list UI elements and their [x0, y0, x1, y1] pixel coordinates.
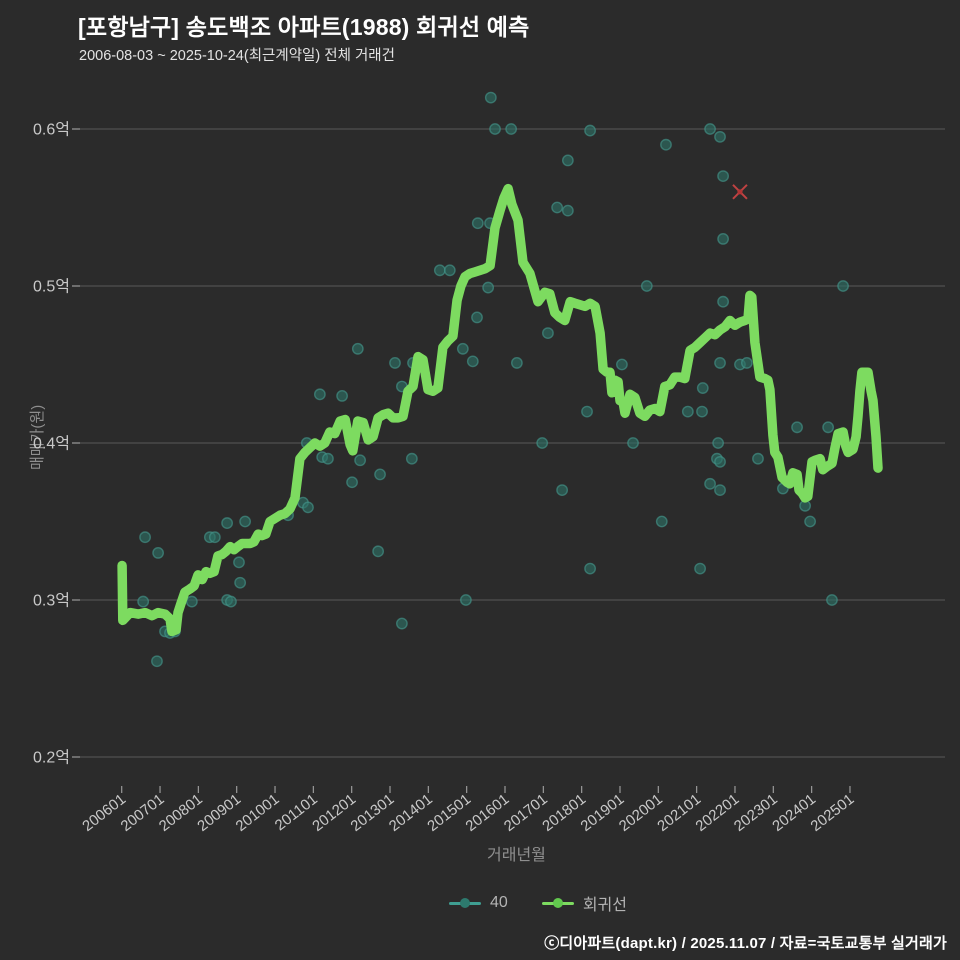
scatter-point: [804, 515, 817, 528]
scatter-point: [791, 421, 803, 434]
scatter-point: [822, 421, 835, 434]
scatter-point: [336, 389, 348, 402]
legend-item-label: 회귀선: [582, 897, 627, 914]
scatter-point: [556, 484, 569, 496]
scatter-point: [225, 595, 237, 608]
scatter-point: [405, 452, 418, 465]
y-tick-label: 0.2억: [33, 749, 70, 767]
scatter-point: [704, 477, 716, 490]
scatter-point: [302, 501, 314, 514]
scatter-point: [354, 454, 367, 467]
scatter-point: [234, 576, 247, 589]
scatter-point: [489, 123, 501, 135]
legend-item-40[interactable]: 40: [449, 891, 508, 915]
scatter-point: [433, 264, 446, 277]
y-tick-label: 0.3억: [33, 592, 70, 610]
scatter-point: [208, 531, 221, 544]
scatter-point: [712, 437, 725, 449]
scatter-point: [696, 405, 708, 418]
scatter-point: [584, 562, 596, 575]
prediction-x-center: [737, 189, 743, 195]
scatter-point: [717, 170, 729, 183]
y-tick-label: 0.6억: [33, 121, 70, 139]
scatter-point: [561, 154, 574, 167]
legend-item-regression[interactable]: 회귀선: [541, 891, 627, 915]
scatter-point: [443, 264, 456, 277]
scatter-point: [139, 531, 151, 544]
scatter-point: [471, 311, 483, 324]
scatter-point: [714, 357, 726, 369]
scatter-point: [536, 437, 549, 449]
y-tick-label: 0.5억: [33, 278, 70, 296]
scatter-point: [826, 594, 838, 606]
scatter-point: [484, 91, 497, 104]
scatter-point: [660, 138, 672, 151]
scatter-point: [584, 124, 596, 137]
scatter-point: [740, 357, 753, 369]
scatter-point: [313, 388, 326, 401]
scatter-point: [233, 556, 245, 569]
scatter-point: [627, 437, 639, 449]
regression-line: [117, 183, 883, 637]
scatter-point: [471, 217, 484, 230]
copyright-footer: ⓒ디아파트(dapt.kr) / 2025.11.07 / 자료=국토교통부 실…: [544, 935, 947, 952]
x-tick-label: 201001: [233, 791, 283, 835]
scatter-point: [655, 515, 668, 528]
scatter-point: [389, 357, 401, 369]
scatter-point: [714, 484, 726, 496]
legend: 40 회귀선: [58, 891, 960, 915]
scatter-point: [714, 455, 726, 468]
scatter-point: [696, 382, 709, 394]
scatter-point: [395, 617, 408, 630]
scatter-point: [551, 201, 564, 214]
scatter-point: [752, 452, 764, 465]
x-tick-label: 202501: [808, 791, 858, 835]
scatter-point: [151, 655, 163, 668]
scatter-point: [374, 468, 386, 481]
chart-title: [포항남구] 송도백조 아파트(1988) 회귀선 예측: [78, 14, 530, 40]
scatter-point: [510, 357, 523, 369]
chart-subtitle: 2006-08-03 ~ 2025-10-24(최근계약일) 전체 거래건: [79, 48, 395, 64]
scatter-point: [185, 595, 198, 608]
regression-line-marker-icon: [541, 898, 574, 908]
scatter-point: [152, 547, 165, 559]
scatter-series-marker-icon: [449, 898, 482, 908]
scatter-point: [694, 562, 706, 575]
scatter-point: [372, 545, 385, 558]
x-axis-title: 거래년월: [487, 847, 546, 864]
legend-item-label: 40: [490, 894, 508, 911]
scatter-point: [456, 342, 469, 355]
scatter-point: [322, 452, 334, 465]
scatter-point: [714, 130, 726, 143]
scatter-point: [351, 342, 364, 355]
scatter-point: [717, 232, 729, 245]
scatter-point: [616, 358, 628, 371]
scatter-point: [717, 295, 729, 308]
scatter-point: [346, 476, 358, 489]
scatter-point: [482, 281, 495, 294]
scatter-point: [581, 405, 593, 418]
scatter-point: [561, 204, 574, 217]
scatter-point: [542, 327, 554, 339]
scatter-point: [137, 595, 150, 608]
scatter-point: [837, 280, 849, 292]
scatter-point: [466, 355, 479, 368]
scatter-point: [239, 515, 252, 528]
scatter-point: [221, 517, 234, 529]
scatter-point: [681, 405, 694, 418]
scatter-point: [505, 123, 518, 135]
scatter-point: [460, 594, 472, 606]
scatter-point: [640, 280, 653, 292]
scatter-point: [704, 123, 716, 135]
y-tick-label: 0.4억: [33, 435, 70, 453]
